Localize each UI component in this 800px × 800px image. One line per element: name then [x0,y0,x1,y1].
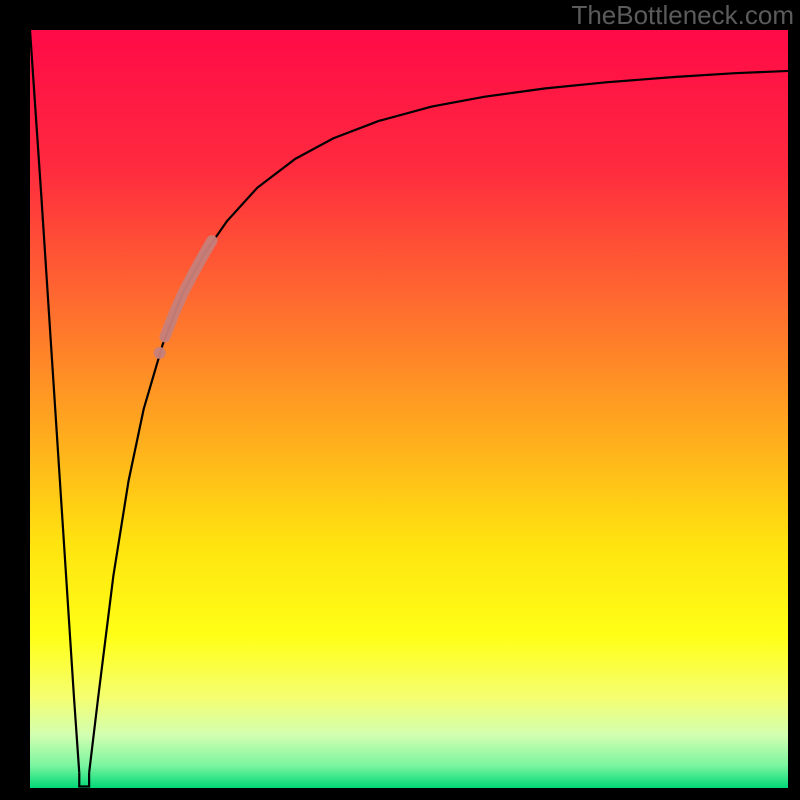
watermark-text: TheBottleneck.com [571,0,794,31]
highlight-dot [154,347,166,359]
chart-canvas: TheBottleneck.com [0,0,800,800]
border-right [788,0,800,800]
border-left [0,0,30,800]
chart-svg [0,0,800,800]
border-bottom [0,788,800,800]
